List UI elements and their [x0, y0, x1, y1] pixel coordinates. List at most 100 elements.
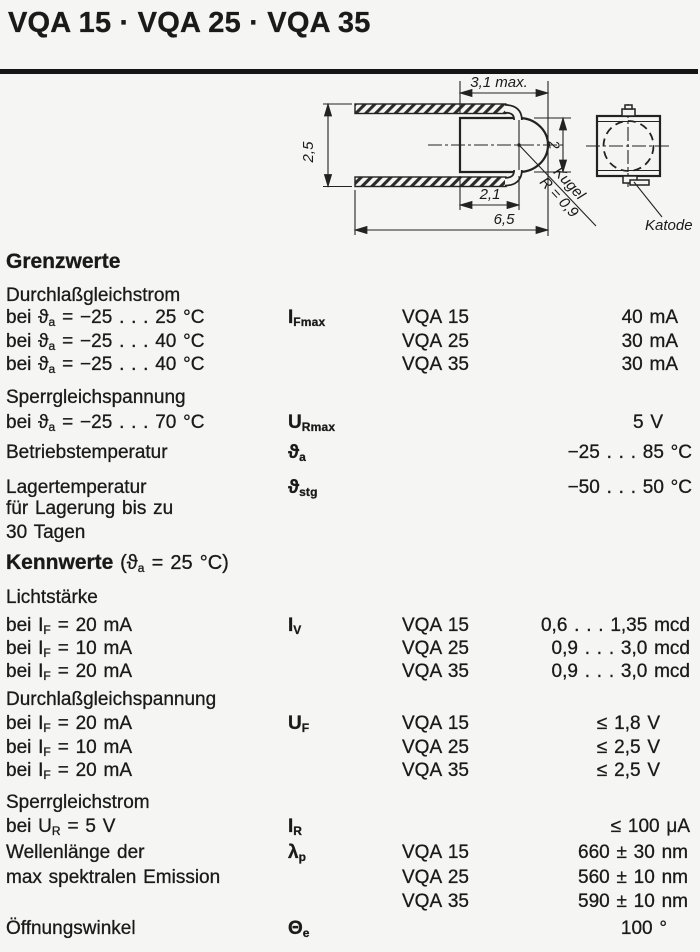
characteristics-heading: Kennwerte [6, 551, 114, 574]
spec-row: bei ϑa = −25 . . . 40 °C VQA 35 30 mA [0, 353, 700, 377]
spec-symbol: IFmax [288, 307, 326, 329]
spec-row: bei IF = 10 mA VQA 25 0,9 . . . 3,0 mcd [0, 637, 700, 661]
title-divider [0, 69, 698, 74]
spec-condition: bei UR = 5 V [6, 816, 116, 838]
spec-type: VQA 15 [402, 842, 469, 863]
spec-row: bei ϑa = −25 . . . 40 °C VQA 25 30 mA [0, 330, 700, 354]
spec-type: VQA 25 [402, 737, 469, 758]
spec-row: max spektralen Emission VQA 25 560 ± 10 … [0, 866, 700, 890]
spec-label: Lichtstärke [6, 587, 98, 608]
spec-label: Wellenlänge der [6, 842, 145, 863]
spec-row: Öffnungswinkel Θe 100 ° [0, 917, 700, 941]
package-drawing: 3,1 max. 2,5 2 2,1 6,5 Kugel [300, 74, 693, 236]
spec-symbol: λp [288, 842, 307, 864]
spec-type: VQA 15 [402, 615, 469, 636]
spec-symbol: URmax [288, 412, 336, 434]
spec-value: 40 mA [621, 307, 678, 328]
spec-condition: bei ϑa = −25 . . . 25 °C [6, 307, 205, 329]
spec-condition: bei IF = 20 mA [6, 713, 133, 735]
characteristics-heading-line: Kennwerte (ϑa = 25 °C) [0, 551, 700, 575]
spec-type: VQA 25 [402, 638, 469, 659]
dim-dome-diameter: 2 [544, 138, 562, 151]
limits-heading: Grenzwerte [6, 250, 121, 273]
spec-condition: bei IF = 20 mA [6, 760, 133, 782]
spec-row: bei UR = 5 V IR ≤ 100 μA [0, 815, 700, 839]
dim-body-length: 2,1 [479, 186, 501, 203]
spec-label-continued: max spektralen Emission [6, 867, 221, 888]
spec-condition: bei ϑa = −25 . . . 40 °C [6, 331, 205, 353]
reverse-voltage-label-line: Sperrgleichspannung [0, 386, 700, 410]
spec-condition: bei IF = 20 mA [6, 615, 133, 637]
spec-condition: bei ϑa = −25 . . . 70 °C [6, 412, 205, 434]
spec-label-continued: für Lagerung bis zu [6, 498, 174, 519]
spec-value: ≤ 100 μA [610, 816, 691, 837]
spec-value: 30 mA [621, 331, 678, 352]
spec-row: Betriebstemperatur ϑa −25 . . . 85 °C [0, 441, 700, 465]
spec-row: bei IF = 20 mA VQA 35 ≤ 2,5 V [0, 759, 700, 783]
spec-value: ≤ 2,5 V [596, 737, 660, 758]
spec-value: 0,9 . . . 3,0 mcd [551, 638, 690, 659]
spec-condition: bei IF = 10 mA [6, 638, 133, 660]
page-title: VQA 15 · VQA 25 · VQA 35 [8, 7, 371, 39]
spec-value: 660 ± 30 nm [578, 842, 688, 863]
spec-value: ≤ 1,8 V [596, 713, 660, 734]
spec-row: bei ϑa = −25 . . . 25 °C IFmax VQA 15 40… [0, 306, 700, 330]
spec-condition: bei IF = 20 mA [6, 661, 133, 683]
spec-label: Sperrgleichspannung [6, 387, 186, 408]
spec-symbol: ϑstg [288, 477, 318, 499]
cathode-leader-line [633, 181, 663, 218]
spec-type: VQA 35 [402, 891, 469, 912]
spec-value: 590 ± 10 nm [578, 891, 688, 912]
forward-current-label-line: Durchlaßgleichstrom [0, 284, 700, 308]
anode-lead [354, 103, 507, 115]
spec-value: −50 . . . 50 °C [567, 477, 692, 498]
spec-symbol: ϑa [288, 442, 306, 464]
spec-label: Durchlaßgleichspannung [6, 689, 217, 710]
spec-condition: bei ϑa = −25 . . . 40 °C [6, 354, 205, 376]
spec-value: −25 . . . 85 °C [567, 442, 692, 463]
spec-type: VQA 35 [402, 354, 469, 375]
spec-type: VQA 35 [402, 661, 469, 682]
side-view: 3,1 max. 2,5 2 2,1 6,5 Kugel [300, 74, 597, 236]
spec-type: VQA 15 [402, 713, 469, 734]
spec-symbol: IR [288, 816, 303, 838]
dim-lead-spacing: 2,5 [300, 141, 317, 164]
spec-symbol: IV [288, 615, 302, 637]
spec-row: Wellenlänge der λp VQA 15 660 ± 30 nm [0, 841, 700, 865]
cathode-label: Katode [645, 217, 693, 234]
spec-symbol: Θe [288, 918, 310, 940]
spec-type: VQA 25 [402, 331, 469, 352]
spec-row: bei IF = 20 mA IV VQA 15 0,6 . . . 1,35 … [0, 614, 700, 638]
spec-label: Öffnungswinkel [6, 918, 136, 939]
spec-type: VQA 25 [402, 867, 469, 888]
spec-value: 0,9 . . . 3,0 mcd [551, 661, 690, 682]
spec-label: Betriebstemperatur [6, 442, 168, 463]
dim-width-max: 3,1 max. [470, 74, 528, 91]
spec-label: Durchlaßgleichstrom [6, 285, 181, 306]
spec-value: 100 ° [620, 918, 667, 939]
spec-value: ≤ 2,5 V [596, 760, 660, 781]
dim-total-length: 6,5 [494, 211, 516, 228]
sphere-note: Kugel R = 0,9 [536, 164, 589, 222]
spec-label: Lagertemperatur [6, 477, 147, 498]
spec-value: 560 ± 10 nm [578, 867, 688, 888]
spec-value: 5 V [632, 412, 663, 433]
dome-circle [602, 120, 655, 172]
spec-condition: bei IF = 10 mA [6, 737, 133, 759]
spec-label: Sperrgleichstrom [6, 792, 150, 813]
spec-type: VQA 35 [402, 760, 469, 781]
spec-type: VQA 15 [402, 307, 469, 328]
limits-heading-line: Grenzwerte [0, 250, 700, 274]
spec-row: VQA 35 590 ± 10 nm [0, 890, 700, 914]
spec-value: 0,6 . . . 1,35 mcd [540, 615, 690, 636]
spec-value: 30 mA [621, 354, 678, 375]
sphere-leader-line [519, 145, 597, 227]
spec-row: bei IF = 10 mA VQA 25 ≤ 2,5 V [0, 736, 700, 760]
spec-row: bei IF = 20 mA UF VQA 15 ≤ 1,8 V [0, 712, 700, 736]
spec-row: bei ϑa = −25 . . . 70 °C URmax 5 V [0, 411, 700, 435]
spec-row: Lagertemperatur ϑstg −50 . . . 50 °C [0, 476, 700, 500]
front-view: Katode [586, 104, 693, 234]
characteristics-condition: (ϑa = 25 °C) [120, 552, 229, 575]
spec-symbol: UF [288, 713, 310, 735]
